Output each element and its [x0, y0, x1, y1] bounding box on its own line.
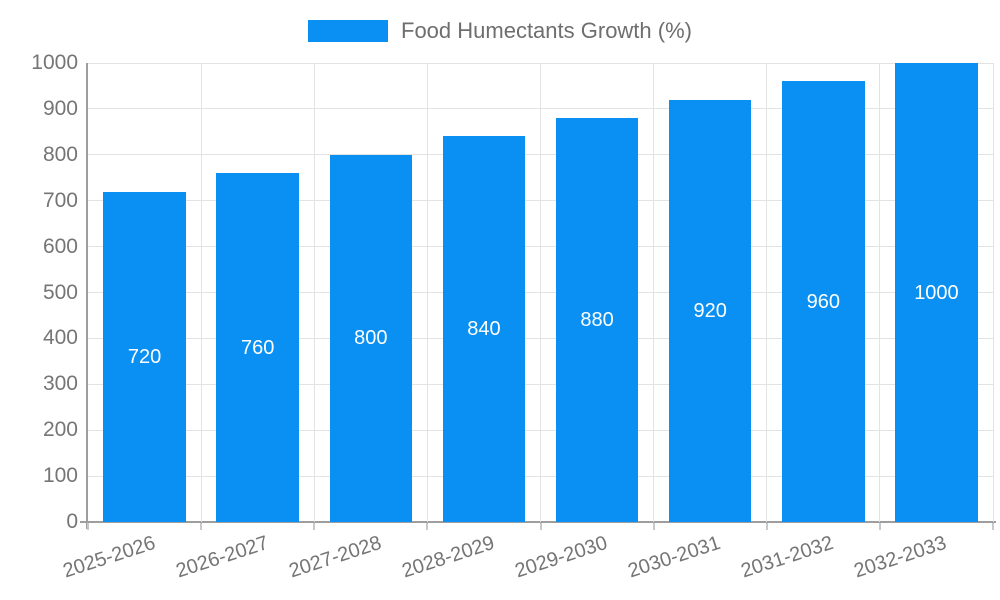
y-tick-label: 300: [42, 372, 78, 396]
y-tick-label: 200: [42, 418, 78, 442]
bar-2031-2032: 960: [782, 81, 865, 522]
y-tick-label: 100: [42, 464, 78, 488]
x-tick-mark: [313, 523, 316, 530]
bar-value-label: 720: [127, 345, 162, 368]
bar-2030-2031: 920: [668, 99, 752, 522]
gridline-vertical: [879, 63, 881, 522]
gridline-vertical: [653, 63, 655, 522]
gridline-vertical: [200, 63, 202, 522]
y-tick-label: 900: [42, 96, 78, 120]
bar-2032-2033: 1000: [895, 63, 978, 522]
x-tick-mark: [765, 523, 768, 530]
x-tick-mark: [200, 523, 203, 530]
bar-2027-2028: 800: [329, 154, 413, 522]
bar-value-label: 1000: [914, 281, 959, 304]
bar-value-label: 920: [693, 299, 727, 322]
y-axis-line: [86, 63, 88, 529]
gridline-vertical: [313, 63, 315, 522]
bar-value-label: 760: [241, 336, 275, 359]
bar-2028-2029: 840: [442, 136, 526, 522]
plot-area: 720 760 800 840 880 920 960 1000: [88, 62, 994, 522]
x-tick-mark: [539, 523, 542, 530]
gridline-vertical: [426, 63, 428, 522]
y-tick-label: 0: [66, 510, 78, 533]
x-axis-line: [80, 521, 996, 523]
bar-value-label: 880: [580, 309, 614, 332]
y-tick-label: 600: [42, 234, 78, 258]
legend-label: Food Humectants Growth (%): [401, 18, 692, 43]
y-tick-label: 500: [42, 280, 78, 304]
x-tick-mark: [878, 523, 881, 530]
legend-swatch: [308, 20, 388, 42]
bar-value-label: 960: [806, 290, 840, 313]
x-tick-mark: [87, 523, 89, 530]
y-tick-label: 700: [42, 188, 78, 212]
legend[interactable]: Food Humectants Growth (%): [0, 18, 1000, 44]
gridline-vertical: [766, 63, 768, 522]
bar-value-label: 840: [467, 318, 501, 341]
gridline-vertical: [540, 63, 541, 522]
y-tick-label: 800: [42, 142, 78, 166]
gridline-vertical: [992, 63, 994, 522]
bar-value-label: 800: [354, 327, 388, 350]
y-tick-label: 1000: [31, 51, 78, 74]
x-tick-mark: [426, 523, 429, 530]
x-tick-mark: [652, 523, 655, 530]
bar-2029-2030: 880: [555, 118, 639, 522]
x-tick-mark: [992, 523, 994, 530]
bar-2026-2027: 760: [216, 173, 299, 522]
bar-2025-2026: 720: [103, 191, 186, 522]
y-tick-label: 400: [42, 326, 78, 350]
